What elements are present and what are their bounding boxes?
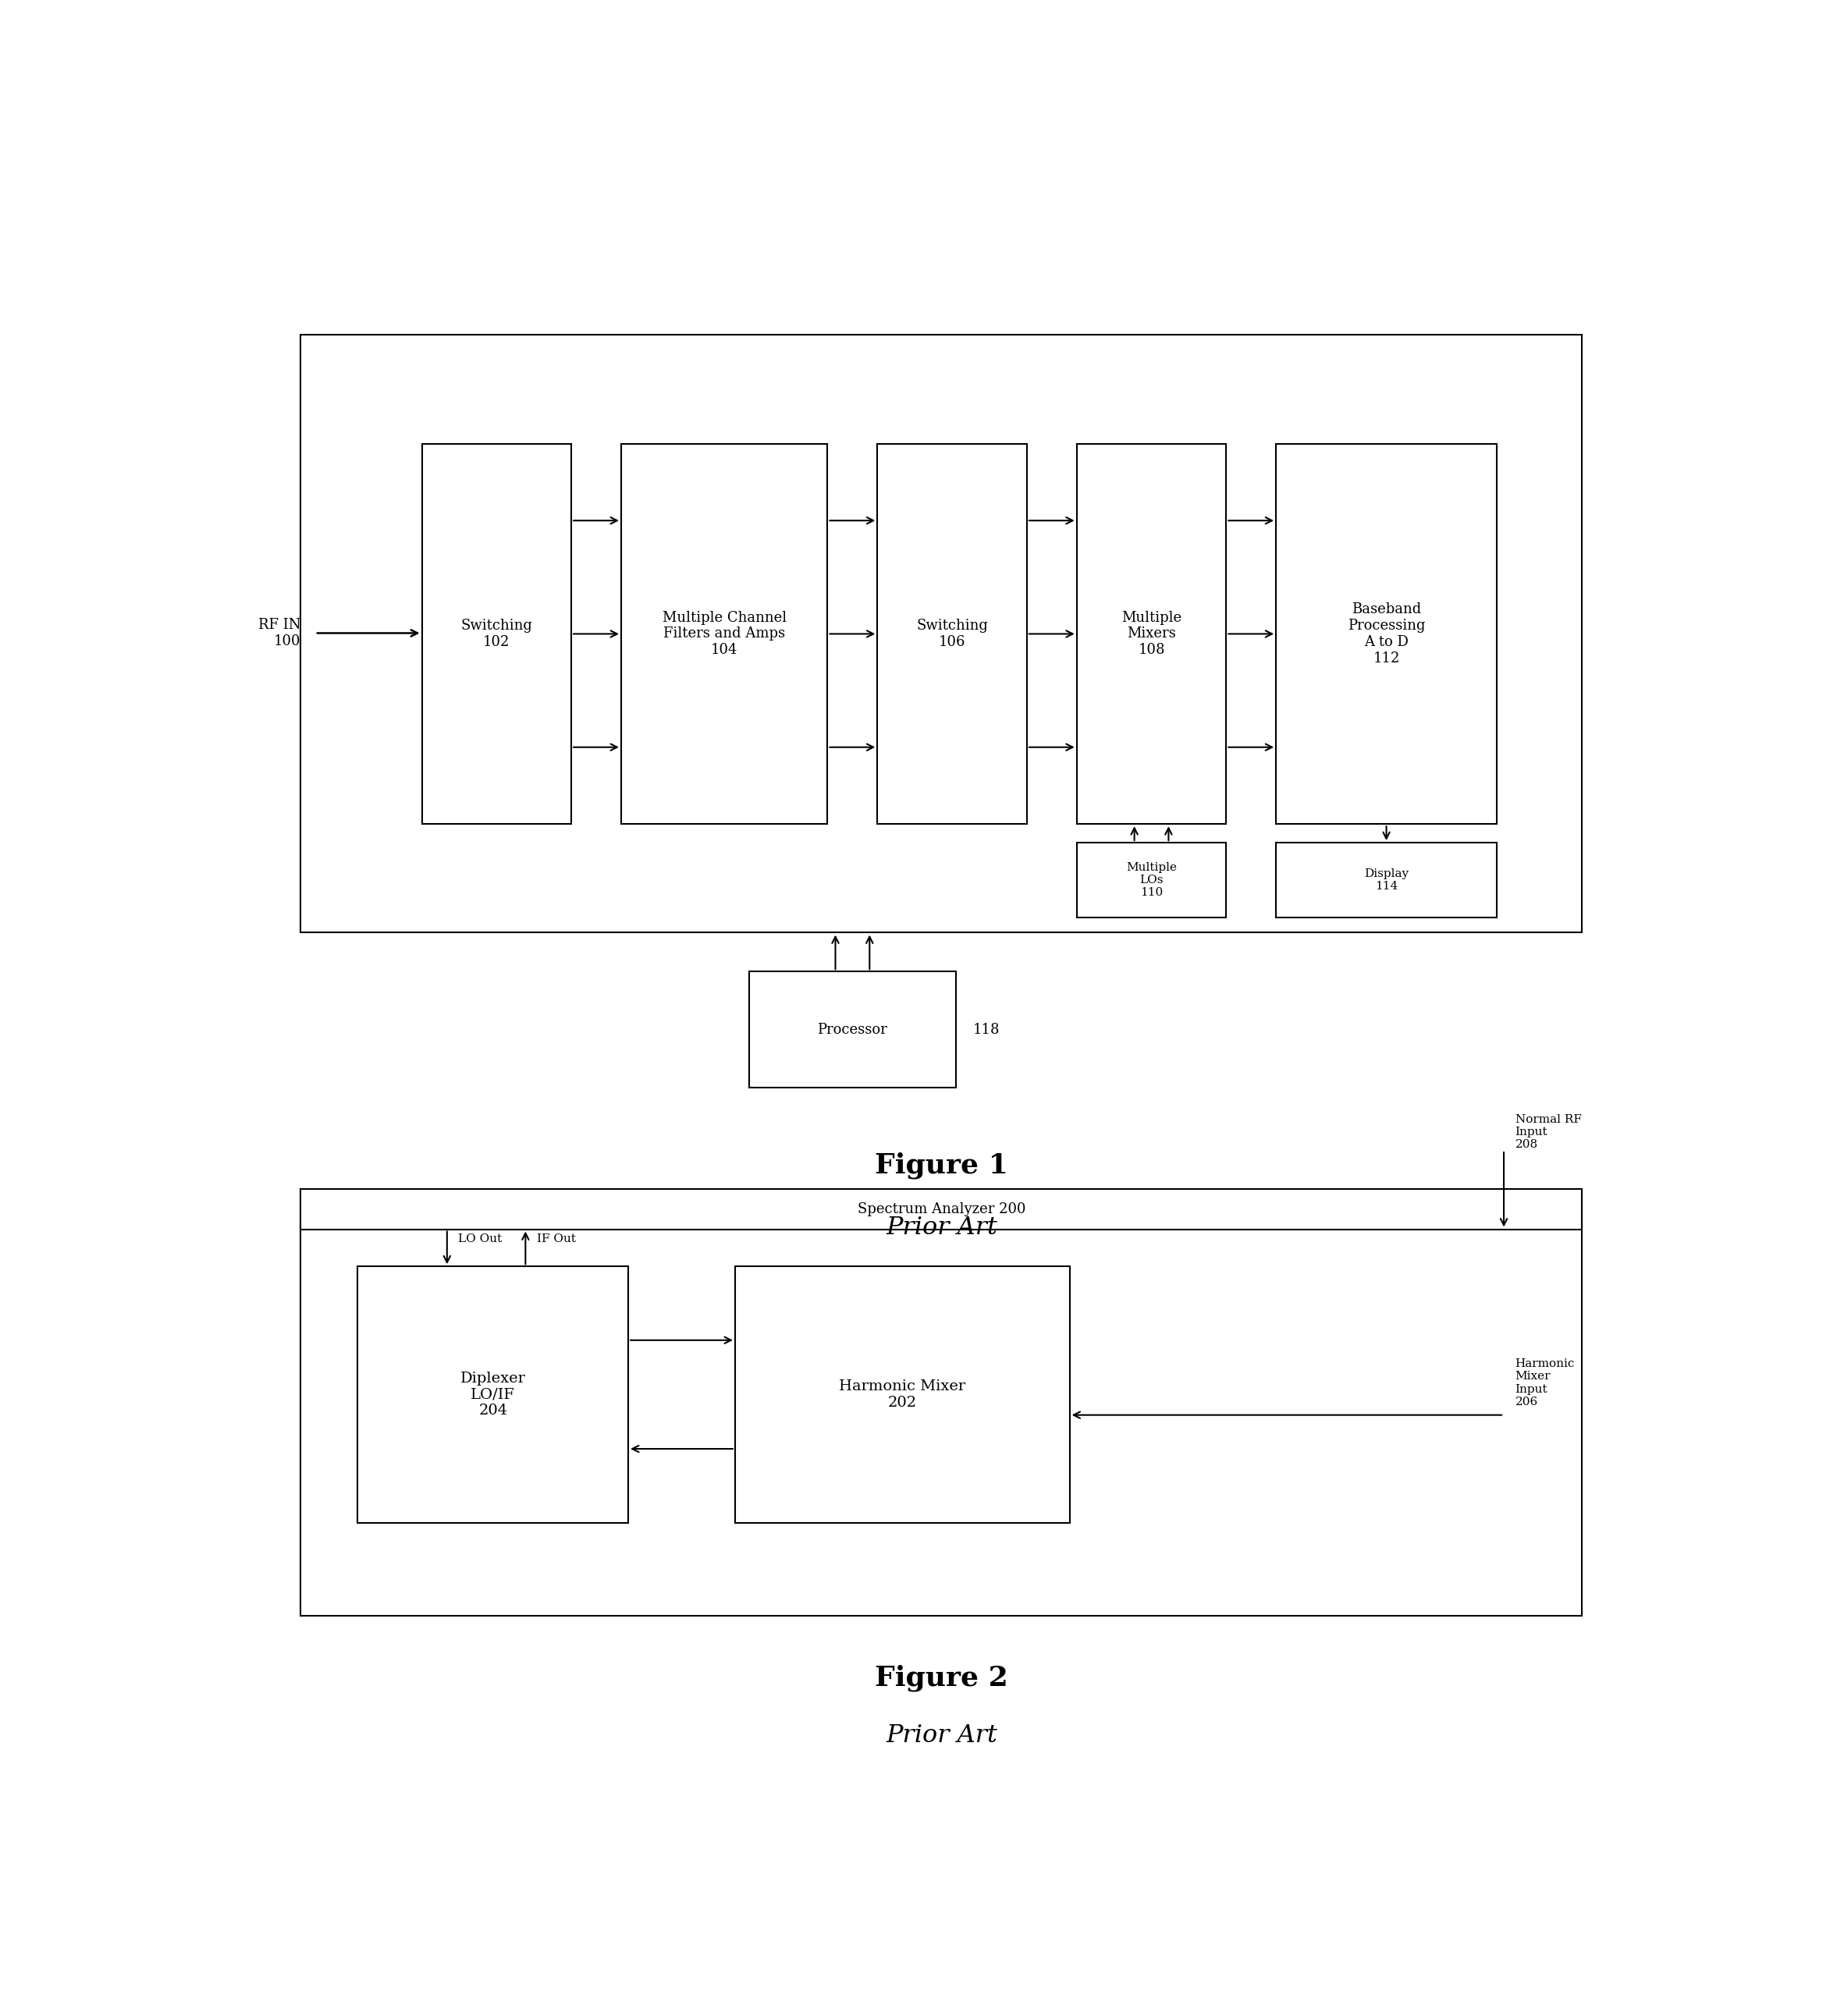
Text: LO Out: LO Out xyxy=(459,1234,502,1244)
Bar xyxy=(301,335,1582,933)
Text: Switching
102: Switching 102 xyxy=(461,619,533,649)
Bar xyxy=(358,1266,628,1522)
Bar xyxy=(301,1189,1582,1615)
Bar xyxy=(621,444,827,825)
Bar xyxy=(1076,843,1227,917)
Bar xyxy=(735,1266,1069,1522)
Text: Harmonic Mixer
202: Harmonic Mixer 202 xyxy=(840,1379,966,1409)
Bar xyxy=(749,972,955,1089)
Text: Prior Art: Prior Art xyxy=(885,1216,997,1240)
Text: Multiple
Mixers
108: Multiple Mixers 108 xyxy=(1121,611,1181,657)
Text: Processor: Processor xyxy=(817,1022,887,1036)
Text: Spectrum Analyzer 200: Spectrum Analyzer 200 xyxy=(858,1202,1025,1216)
Text: Figure 2: Figure 2 xyxy=(874,1665,1009,1691)
Bar xyxy=(301,1189,1582,1230)
Text: Multiple Channel
Filters and Amps
104: Multiple Channel Filters and Amps 104 xyxy=(663,611,786,657)
Bar xyxy=(1277,843,1497,917)
Text: Baseband
Processing
A to D
112: Baseband Processing A to D 112 xyxy=(1348,603,1426,665)
Bar xyxy=(878,444,1027,825)
Text: IF Out: IF Out xyxy=(536,1234,575,1244)
Text: Display
114: Display 114 xyxy=(1365,869,1409,891)
Text: RF IN
100: RF IN 100 xyxy=(259,619,301,649)
Text: Figure 1: Figure 1 xyxy=(874,1151,1009,1179)
Bar xyxy=(1076,444,1227,825)
Text: Prior Art: Prior Art xyxy=(885,1724,997,1748)
Text: Normal RF
Input
208: Normal RF Input 208 xyxy=(1516,1113,1582,1149)
Text: Diplexer
LO/IF
204: Diplexer LO/IF 204 xyxy=(461,1371,525,1417)
Text: Multiple
LOs
110: Multiple LOs 110 xyxy=(1126,861,1178,897)
Bar xyxy=(1277,444,1497,825)
Text: Switching
106: Switching 106 xyxy=(917,619,988,649)
Text: 118: 118 xyxy=(974,1022,999,1036)
Bar xyxy=(423,444,571,825)
Text: Harmonic
Mixer
Input
206: Harmonic Mixer Input 206 xyxy=(1516,1359,1574,1407)
